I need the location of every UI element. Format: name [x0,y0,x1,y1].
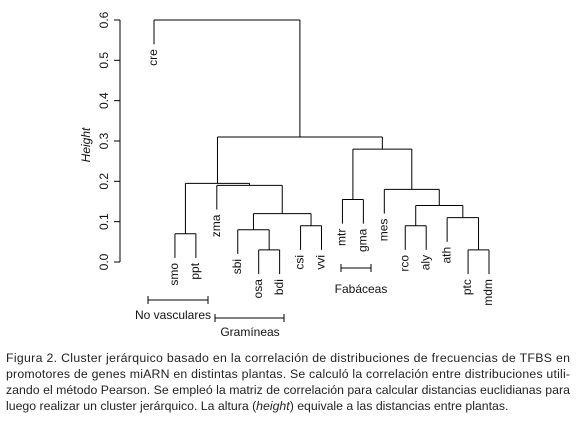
caption-line: promotores de genes miARN en distintas p… [6,367,570,381]
caption-text: ) equivale a las distancias entre planta… [290,399,509,413]
group-label: No vasculares [135,308,211,322]
leaf-label: osa [251,279,265,299]
leaf-label: mdm [481,279,495,306]
bracket [214,314,285,322]
leaf-label: aly [418,255,432,270]
leaf-label: csi [293,255,307,270]
leaf-label: cre [146,49,160,66]
leaf-label: ppt [188,262,202,279]
leaf-label: mtr [335,229,349,246]
group-label: Gramíneas [220,325,279,339]
y-axis-label: Height [79,127,93,162]
caption-text: height [256,399,290,413]
leaf-label: smo [167,263,181,286]
y-tick-label: 0.5 [97,52,111,69]
y-tick-label: 0.4 [97,92,111,109]
bracket [340,264,372,272]
leaf-label: mes [376,219,390,242]
leaf-label: rco [397,255,411,272]
y-tick-label: 0.6 [97,11,111,28]
leaf-label: vvi [314,255,328,270]
bracket [147,296,209,304]
group-label: Fabáceas [335,282,388,296]
y-tick-label: 0.0 [97,253,111,270]
leaf-label: gma [356,228,370,252]
leaf-label: sbi [230,259,244,274]
y-tick-label: 0.2 [97,173,111,190]
caption-line: zando el método Pearson. Se empleó la ma… [6,383,570,397]
leaf-label: bdi [272,279,286,295]
y-tick-label: 0.3 [97,132,111,149]
caption-text: luego realizar un cluster jerárquico. La… [6,399,257,413]
leaf-label: ptc [460,279,474,295]
y-tick-label: 0.1 [97,213,111,230]
caption-line: luego realizar un cluster jerárquico. La… [6,399,508,413]
leaf-label: ath [439,247,453,264]
caption-line: Figura 2. Cluster jerárquico basado en l… [6,351,570,365]
leaf-label: zma [209,214,223,237]
